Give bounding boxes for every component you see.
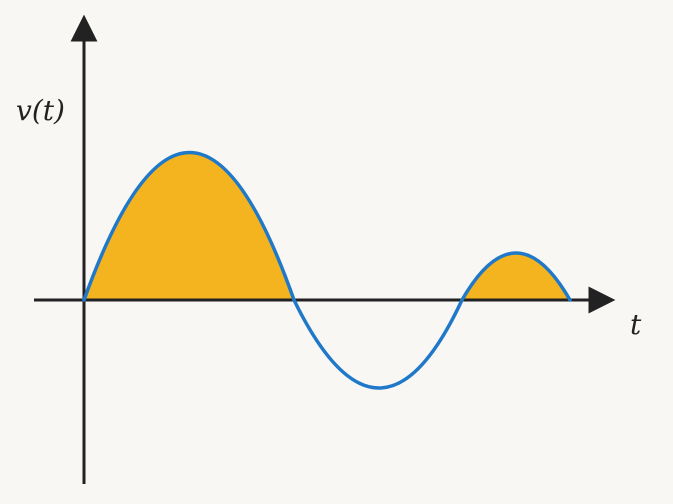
y-axis-label: v(t) xyxy=(16,94,65,127)
signal-curve xyxy=(82,151,572,390)
x-axis-label: t xyxy=(630,308,642,341)
